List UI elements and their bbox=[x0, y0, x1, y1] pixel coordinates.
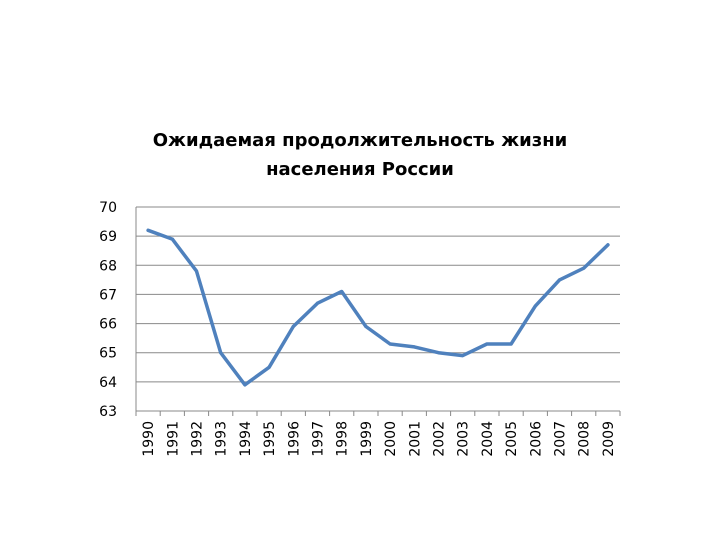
x-tick-label: 2001 bbox=[407, 421, 423, 457]
data-point bbox=[146, 228, 150, 232]
data-point bbox=[243, 383, 247, 387]
x-tick-label: 1997 bbox=[311, 421, 327, 457]
data-point bbox=[291, 324, 295, 328]
y-tick-label: 67 bbox=[99, 287, 117, 303]
data-point bbox=[558, 278, 561, 282]
data-point bbox=[219, 351, 223, 355]
axes bbox=[135, 207, 621, 416]
x-tick-label: 1996 bbox=[286, 421, 302, 457]
x-tick-label: 2006 bbox=[528, 421, 544, 457]
x-tick-label: 1995 bbox=[262, 421, 278, 457]
data-point bbox=[316, 301, 319, 305]
data-point bbox=[195, 269, 198, 273]
x-tick-label: 1998 bbox=[335, 421, 351, 457]
data-point bbox=[437, 351, 440, 355]
series-line bbox=[146, 228, 610, 387]
data-point bbox=[461, 354, 465, 358]
y-tick-labels: 63 64 65 66 67 68 69 70 bbox=[99, 200, 117, 420]
y-tick-label: 69 bbox=[99, 229, 117, 245]
x-tick-label: 2002 bbox=[432, 421, 448, 457]
y-tick-label: 68 bbox=[99, 258, 117, 274]
x-tick-label: 2004 bbox=[480, 421, 496, 457]
x-tick-label: 2000 bbox=[383, 421, 399, 457]
x-tick-label: 2003 bbox=[456, 421, 472, 457]
x-tick-label: 1992 bbox=[190, 421, 206, 457]
data-point bbox=[170, 237, 174, 241]
data-point bbox=[388, 342, 392, 346]
y-tick-label: 64 bbox=[99, 375, 117, 391]
data-point bbox=[412, 345, 416, 349]
data-point bbox=[485, 342, 489, 346]
data-point bbox=[267, 365, 271, 369]
data-point bbox=[340, 290, 344, 294]
x-tick-label: 2005 bbox=[504, 421, 520, 457]
x-tick-labels: 1990 1991 1992 1993 1994 1995 1996 1997 1998 1999… bbox=[141, 421, 617, 457]
x-tick-label: 1999 bbox=[359, 421, 375, 457]
y-tick-label: 65 bbox=[99, 346, 117, 362]
x-tick-label: 1993 bbox=[214, 421, 230, 457]
x-tick-label: 2007 bbox=[553, 421, 569, 457]
x-tick-label: 1991 bbox=[165, 421, 181, 457]
x-tick-label: 1990 bbox=[141, 421, 157, 457]
x-tick-label: 1994 bbox=[238, 421, 254, 457]
data-point bbox=[509, 342, 513, 346]
data-point bbox=[364, 324, 368, 328]
series bbox=[146, 228, 610, 387]
y-tick-label: 66 bbox=[99, 317, 117, 333]
x-tick-label: 2008 bbox=[577, 421, 593, 457]
x-tick-label: 2009 bbox=[601, 421, 617, 457]
data-point bbox=[533, 304, 537, 308]
y-tick-label: 70 bbox=[99, 200, 117, 216]
gridlines bbox=[136, 206, 620, 383]
data-point bbox=[606, 243, 610, 247]
y-tick-label: 63 bbox=[99, 404, 117, 420]
chart-title: Ожидаемая продолжительность жизни населе… bbox=[152, 130, 568, 180]
data-point bbox=[582, 266, 586, 270]
